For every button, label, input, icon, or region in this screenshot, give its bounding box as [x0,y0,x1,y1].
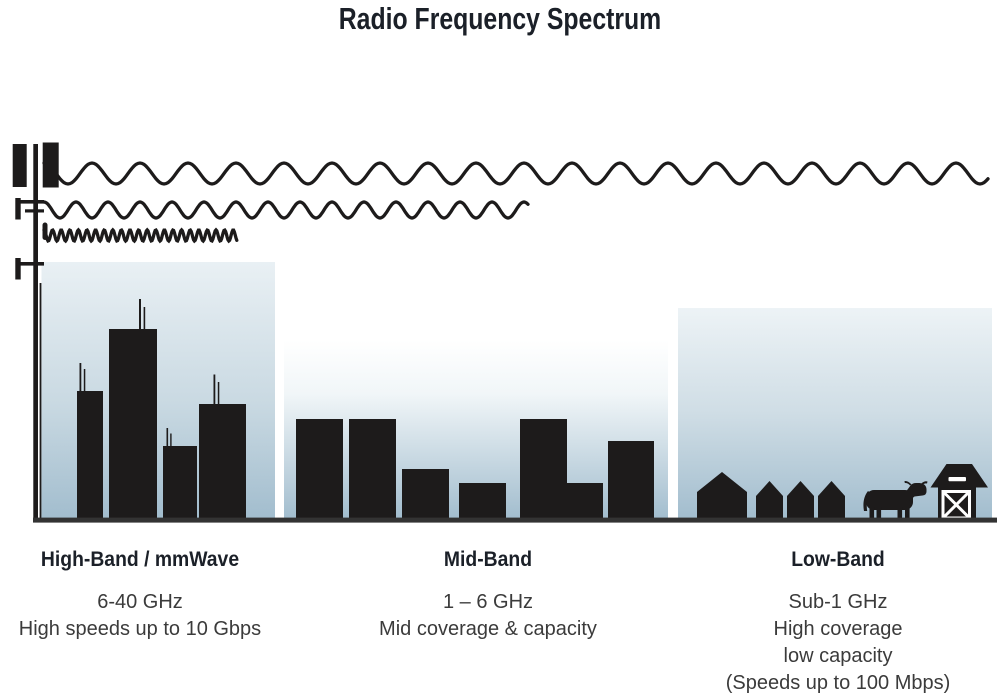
band-description: Mid coverage & capacity [379,618,597,640]
cow-leg [897,507,903,520]
band-heading: Mid-Band [443,547,533,571]
skyscraper [163,446,197,519]
band-description: High coverage [773,618,903,640]
band-description: (Speeds up to 100 Mbps) [725,672,951,694]
antenna-panel-mid [15,198,21,220]
band-heading: Low-Band [791,547,885,571]
high-band-skyline [77,299,246,519]
mid-band-radio-wave [42,200,530,220]
cow-body [866,490,913,510]
barn-icon [930,464,988,520]
tower-mast [33,144,38,519]
building [567,483,603,519]
cow-ear [921,481,928,485]
tower-mast-secondary [39,283,42,519]
tower-crossbar [16,200,44,204]
cow-horn [904,480,912,486]
rooftop-antenna [79,363,82,392]
low-band-radio-wave [42,161,990,186]
building [349,419,396,519]
low-band-scene [697,464,988,520]
page-title: Radio Frequency Spectrum [338,1,662,36]
tower-crossbar [25,209,44,213]
tower-crossbar [16,262,44,266]
house-icon [697,472,747,519]
antenna-stub [42,222,48,240]
band-description: High speeds up to 10 Gbps [18,618,262,640]
high-band-label: High-Band / mmWave 6-40 GHz High speeds … [15,547,265,643]
cow-head [902,483,927,503]
cell-tower-icon [12,142,59,519]
cow-icon [863,480,928,520]
low-band-label: Low-Band Sub-1 GHz High coverage low cap… [703,547,973,697]
antenna-panel-low [15,258,21,280]
mid-band-label: Mid-Band 1 – 6 GHz Mid coverage & capaci… [363,547,613,643]
rooftop-antenna [213,374,216,405]
band-heading: High-Band / mmWave [40,547,240,571]
antenna-panel-top-right [42,142,59,188]
ground-line [33,517,997,523]
band-frequency: Sub-1 GHz [788,591,888,613]
cow-leg [905,507,910,520]
rooftop-antenna [166,428,169,447]
building [608,441,654,519]
building [402,469,449,519]
house-icon [818,481,845,519]
barn-door-crossbuck [943,491,970,518]
house-icon [787,481,814,519]
skyscraper [199,404,246,519]
building [459,483,506,519]
house-icon [756,481,783,519]
mid-band-skyline [296,419,654,519]
rooftop-antenna [143,307,146,330]
cow-leg [869,507,875,520]
antenna-panel-top-left [12,144,27,187]
skyscraper [77,391,103,519]
band-frequency: 1 – 6 GHz [442,591,534,613]
rooftop-antenna [139,299,141,330]
building [520,419,567,519]
high-band-radio-wave [42,227,239,244]
barn-roof [930,464,988,488]
band-description: low capacity [783,645,893,667]
rooftop-antenna [217,382,220,405]
building [296,419,343,519]
barn-loft-vent [948,477,966,482]
rooftop-antenna [170,433,172,447]
cow-leg [876,507,882,520]
band-frequency: 6-40 GHz [97,591,183,613]
skyscraper [109,329,157,519]
rooftop-antenna [83,369,86,392]
